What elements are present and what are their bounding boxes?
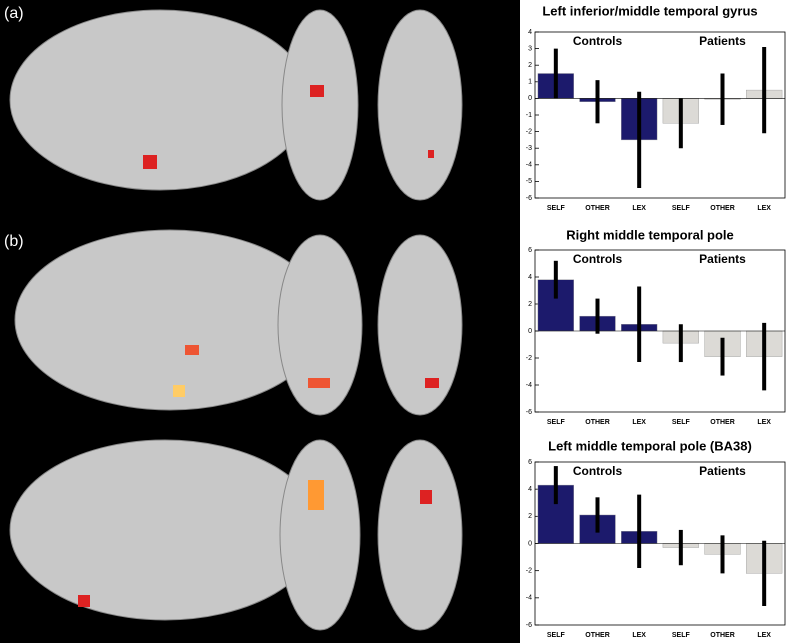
y-axis-label: Contrast estimate at [-43, 13, -33] xyxy=(511,489,518,599)
y-tick-label: -4 xyxy=(526,595,532,602)
y-tick-label: 4 xyxy=(528,274,532,281)
y-tick-label: -2 xyxy=(526,355,532,362)
brain-axial-b4 xyxy=(377,439,463,631)
activation xyxy=(308,480,324,510)
y-tick-label: 2 xyxy=(528,513,532,520)
x-tick-label: OTHER xyxy=(710,419,735,426)
x-tick-label: LEX xyxy=(632,419,646,426)
activation xyxy=(428,150,434,158)
y-tick-label: 0 xyxy=(528,540,532,547)
y-tick-label: -4 xyxy=(526,162,532,169)
x-tick-label: SELF xyxy=(672,419,691,426)
y-tick-label: -6 xyxy=(526,622,532,629)
brain-axial-b1 xyxy=(277,234,363,416)
y-tick-label: 0 xyxy=(528,95,532,102)
activation xyxy=(310,85,324,97)
y-tick-label: 6 xyxy=(528,459,532,466)
y-tick-label: -2 xyxy=(526,568,532,575)
y-tick-label: 2 xyxy=(528,62,532,69)
brain-axial-a1 xyxy=(281,9,359,201)
x-tick-label: OTHER xyxy=(710,632,735,639)
y-tick-label: 4 xyxy=(528,486,532,493)
y-tick-label: -4 xyxy=(526,382,532,389)
chart-title: Right middle temporal pole xyxy=(566,227,734,242)
x-tick-label: SELF xyxy=(547,205,566,212)
y-tick-label: -1 xyxy=(526,112,532,119)
panel-label: (a) xyxy=(4,5,24,22)
plot-frame xyxy=(534,31,786,199)
brain-axial-b3 xyxy=(279,439,361,631)
y-tick-label: 1 xyxy=(528,79,532,86)
chart-title: Left middle temporal pole (BA38) xyxy=(548,438,752,453)
group-label: Controls xyxy=(573,464,623,478)
group-label: Controls xyxy=(573,34,623,48)
y-tick-label: 2 xyxy=(528,301,532,308)
activation xyxy=(308,378,330,388)
y-tick-label: -3 xyxy=(526,145,532,152)
x-tick-label: LEX xyxy=(632,205,646,212)
y-tick-label: 0 xyxy=(528,328,532,335)
activation xyxy=(78,595,90,607)
brain-axial-b2 xyxy=(377,234,463,416)
y-tick-label: 3 xyxy=(528,45,532,52)
y-tick-label: -5 xyxy=(526,178,532,185)
panel-label: (b) xyxy=(4,233,24,250)
x-tick-label: LEX xyxy=(632,632,646,639)
brain-sagittal-a xyxy=(9,9,311,191)
y-tick-label: 4 xyxy=(528,29,532,36)
brain-axial-a2 xyxy=(377,9,463,201)
x-tick-label: LEX xyxy=(757,632,771,639)
x-tick-label: SELF xyxy=(672,205,691,212)
y-tick-label: -6 xyxy=(526,195,532,202)
x-tick-label: LEX xyxy=(757,205,771,212)
x-tick-label: LEX xyxy=(757,419,771,426)
x-tick-label: SELF xyxy=(672,632,691,639)
group-label: Controls xyxy=(573,252,623,266)
activation xyxy=(420,490,432,504)
y-axis-label: Contrast estimate at [36, 13, -33] xyxy=(511,277,518,384)
activation xyxy=(425,378,439,388)
activation xyxy=(185,345,199,355)
x-tick-label: OTHER xyxy=(710,205,735,212)
x-tick-label: OTHER xyxy=(585,632,610,639)
activation xyxy=(143,155,157,169)
x-tick-label: OTHER xyxy=(585,419,610,426)
x-tick-label: SELF xyxy=(547,419,566,426)
chart-title: Left inferior/middle temporal gyrus xyxy=(542,3,757,18)
activations xyxy=(78,85,439,607)
brain-lateral-b2 xyxy=(9,439,321,621)
group-label: Patients xyxy=(699,34,746,48)
y-tick-label: -2 xyxy=(526,128,532,135)
y-tick-label: 6 xyxy=(528,247,532,254)
y-tick-label: -6 xyxy=(526,409,532,416)
brain-renderings xyxy=(9,9,463,631)
x-tick-label: OTHER xyxy=(585,205,610,212)
y-axis-label: Contrast estimate at [-40, -10, -26] xyxy=(511,59,518,171)
group-label: Patients xyxy=(699,252,746,266)
group-label: Patients xyxy=(699,464,746,478)
x-tick-label: SELF xyxy=(547,632,566,639)
activation xyxy=(173,385,185,397)
